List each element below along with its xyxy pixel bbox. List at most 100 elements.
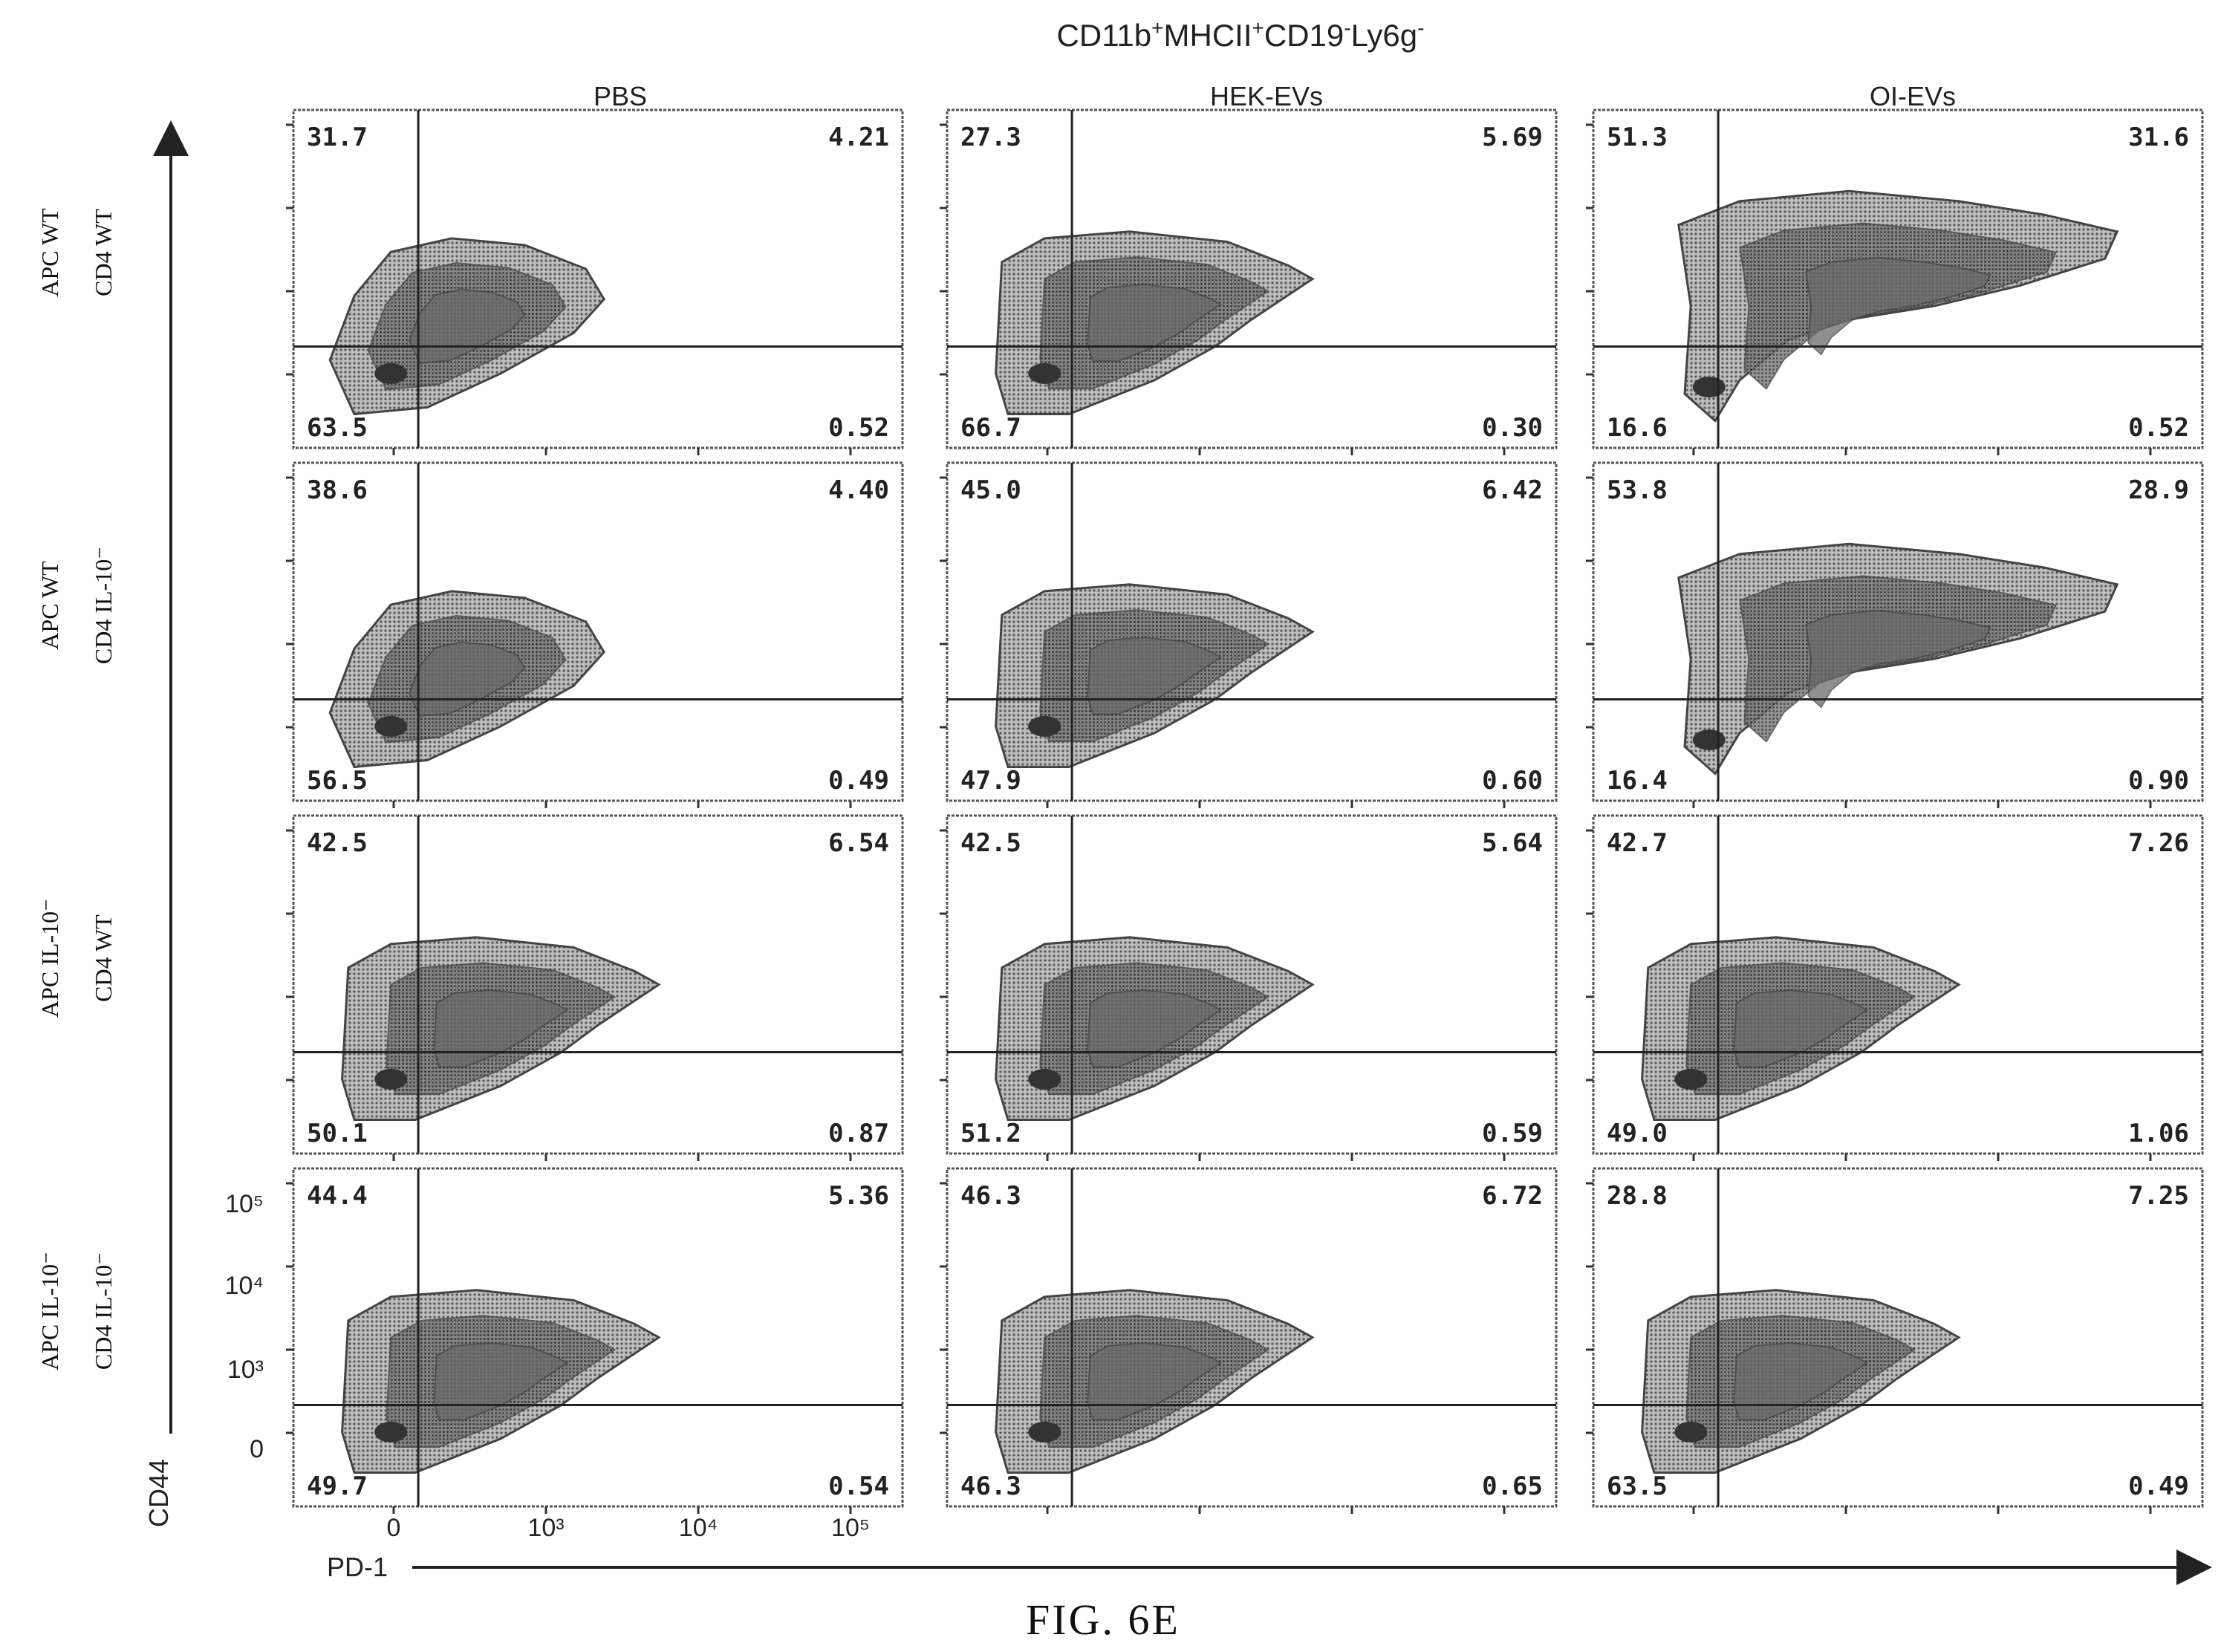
quadrant-value-lower-right: 0.30 [1482, 413, 1543, 443]
panel-grid: 31.7 4.21 63.5 0.52 27.3 5.69 66.7 0.30 51.3 31.6… [286, 108, 2204, 1514]
quadrant-value-lower-right: 0.65 [1482, 1471, 1543, 1501]
column-header-hek-evs: HEK-EVs [1210, 81, 1323, 111]
flow-panel: 44.4 5.36 49.7 0.54 [286, 1167, 904, 1514]
x-tick-label: 10³ [527, 1514, 564, 1542]
quadrant-value-lower-right: 0.49 [828, 766, 889, 796]
quadrant-value-lower-right: 0.49 [2128, 1471, 2189, 1501]
row-labels: APC WT CD4 WT APC WT CD4 IL-10⁻ APC IL-1… [36, 208, 117, 1370]
flow-panel: 31.7 4.21 63.5 0.52 [286, 108, 904, 455]
y-tick-label: 10⁴ [225, 1272, 264, 1300]
quadrant-value-upper-right: 6.72 [1482, 1181, 1543, 1211]
quadrant-value-lower-right: 0.87 [828, 1119, 889, 1148]
quadrant-value-lower-left: 51.2 [960, 1119, 1021, 1148]
quadrant-value-lower-left: 56.5 [307, 766, 368, 796]
row-label-3-line2: CD4 WT [90, 914, 117, 1002]
quadrant-value-upper-right: 7.26 [2128, 828, 2189, 858]
quadrant-value-upper-left: 46.3 [960, 1181, 1021, 1211]
quadrant-value-upper-left: 44.4 [307, 1181, 368, 1211]
quadrant-value-upper-left: 42.5 [307, 828, 368, 858]
flow-panel: 46.3 6.72 46.3 0.65 [940, 1167, 1558, 1514]
contour-inner [1733, 989, 1869, 1068]
quadrant-value-lower-left: 16.6 [1607, 413, 1668, 443]
quadrant-value-upper-right: 6.54 [828, 828, 889, 858]
contour-peak [374, 715, 408, 737]
quadrant-value-lower-left: 63.5 [307, 413, 368, 443]
column-header-pbs: PBS [594, 81, 647, 111]
flow-panel: 38.6 4.40 56.5 0.49 [286, 461, 904, 808]
row-label-4-line1: APC IL-10⁻ [36, 1252, 63, 1370]
contour-inner [409, 641, 526, 717]
quadrant-value-upper-right: 4.21 [828, 123, 889, 152]
quadrant-value-upper-left: 38.6 [307, 475, 368, 505]
quadrant-value-upper-right: 4.40 [828, 475, 889, 505]
y-tick-label: 10⁵ [225, 1190, 264, 1218]
contour-peak [1028, 715, 1061, 737]
row-label-2-line2: CD4 IL-10⁻ [90, 547, 117, 664]
quadrant-value-lower-left: 49.0 [1607, 1119, 1668, 1148]
contour-peak [1674, 1421, 1708, 1443]
quadrant-value-upper-left: 42.5 [960, 828, 1021, 858]
row-label-1-line2: CD4 WT [90, 209, 117, 296]
quadrant-value-upper-left: 31.7 [307, 123, 368, 152]
row-label-2-line1: APC WT [36, 561, 63, 650]
quadrant-value-upper-right: 6.42 [1482, 475, 1543, 505]
y-tick-label: 0 [250, 1435, 264, 1463]
contour-peak [374, 1068, 408, 1090]
contour-inner [1087, 284, 1223, 362]
contour-inner [409, 288, 526, 364]
quadrant-value-lower-left: 63.5 [1607, 1471, 1668, 1501]
quadrant-value-lower-left: 16.4 [1607, 766, 1668, 796]
quadrant-value-lower-left: 49.7 [307, 1471, 368, 1501]
contour-peak [1028, 362, 1061, 384]
quadrant-value-lower-right: 0.52 [2128, 413, 2189, 443]
flow-panel: 42.5 6.54 50.1 0.87 [286, 814, 904, 1161]
row-label-3-line1: APC IL-10⁻ [36, 899, 63, 1018]
flow-panel: 42.5 5.64 51.2 0.59 [940, 814, 1558, 1161]
contour-inner [1087, 989, 1223, 1068]
quadrant-value-upper-right: 31.6 [2128, 123, 2189, 152]
quadrant-value-upper-right: 7.25 [2128, 1181, 2189, 1211]
quadrant-value-upper-left: 42.7 [1607, 828, 1668, 858]
quadrant-value-lower-right: 1.06 [2128, 1119, 2189, 1148]
contour-peak [1692, 729, 1726, 751]
quadrant-value-lower-right: 0.90 [2128, 766, 2189, 796]
flow-panel: 51.3 31.6 16.6 0.52 [1586, 108, 2204, 455]
quadrant-value-upper-right: 5.36 [828, 1181, 889, 1211]
quadrant-value-upper-left: 28.8 [1607, 1181, 1668, 1211]
quadrant-value-lower-right: 0.59 [1482, 1119, 1543, 1148]
quadrant-value-lower-left: 50.1 [307, 1119, 368, 1148]
x-axis-label: PD-1 [327, 1552, 388, 1582]
contour-peak [1028, 1421, 1061, 1443]
flow-panel: 27.3 5.69 66.7 0.30 [940, 108, 1558, 455]
column-header-oi-evs: OI-EVs [1870, 81, 1956, 111]
quadrant-value-upper-left: 53.8 [1607, 475, 1668, 505]
contour-inner [1804, 609, 1991, 709]
y-axis-label: CD44 [143, 1459, 174, 1527]
flow-panel: 45.0 6.42 47.9 0.60 [940, 461, 1558, 808]
contour-inner [1087, 1342, 1223, 1421]
contour-inner [1733, 1342, 1869, 1421]
flow-panel: 42.7 7.26 49.0 1.06 [1586, 814, 2204, 1161]
quadrant-value-lower-left: 47.9 [960, 766, 1021, 796]
figure-caption: FIG. 6E [1026, 1596, 1180, 1644]
contour-peak [1028, 1068, 1061, 1090]
row-label-1-line1: APC WT [36, 208, 63, 297]
quadrant-value-upper-left: 45.0 [960, 475, 1021, 505]
x-tick-label: 10⁵ [831, 1514, 870, 1542]
quadrant-value-upper-left: 51.3 [1607, 123, 1668, 152]
quadrant-value-upper-left: 27.3 [960, 123, 1021, 152]
contour-peak [374, 362, 408, 384]
contour-inner [433, 1342, 569, 1421]
x-tick-label: 10⁴ [679, 1514, 718, 1542]
figure-title: CD11b+MHCII+CD19-Ly6g- [1057, 16, 1425, 53]
y-tick-label: 10³ [227, 1356, 264, 1384]
contour-inner [1804, 256, 1991, 356]
contour-inner [1087, 637, 1223, 715]
flow-panel: 28.8 7.25 63.5 0.49 [1586, 1167, 2204, 1514]
row-label-4-line2: CD4 IL-10⁻ [90, 1252, 117, 1370]
quadrant-value-lower-right: 0.54 [828, 1471, 889, 1501]
contour-peak [1674, 1068, 1708, 1090]
contour-inner [433, 989, 569, 1068]
quadrant-value-upper-right: 5.69 [1482, 123, 1543, 152]
